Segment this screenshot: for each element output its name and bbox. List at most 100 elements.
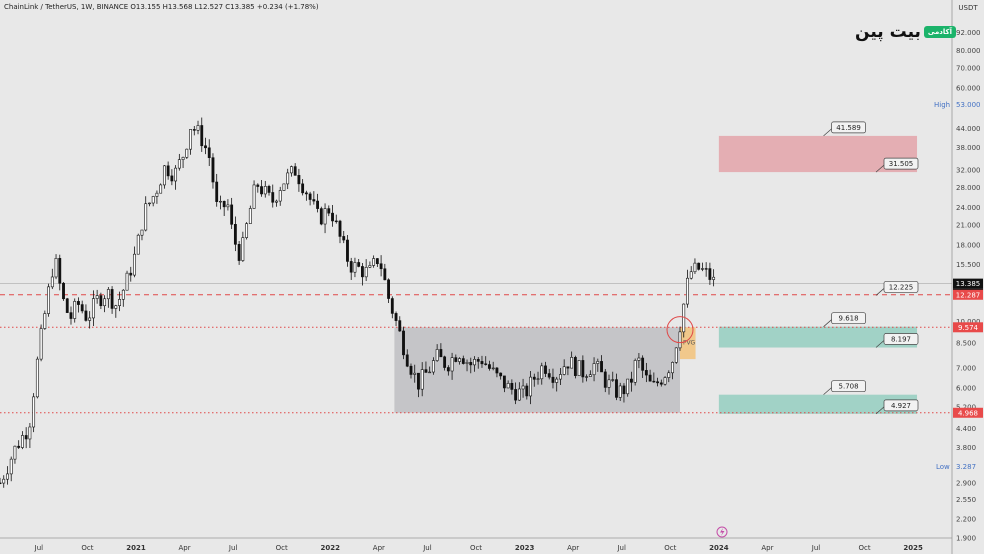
x-tick-label: Apr	[567, 544, 579, 552]
candle-body	[529, 376, 532, 397]
candle-body	[708, 268, 712, 280]
candle-body	[286, 172, 290, 185]
x-tick-label: 2023	[515, 544, 535, 552]
y-tick-label: 21.000	[956, 221, 981, 229]
candle-body	[58, 258, 62, 284]
callout-box	[831, 121, 866, 134]
level-tag-9.574: 9.574	[958, 324, 979, 332]
candle-body	[263, 186, 267, 195]
candle-body	[465, 362, 469, 364]
candle-body	[162, 165, 166, 186]
candle-body	[353, 262, 357, 273]
y-tick-label: 32.000	[956, 167, 981, 175]
candle-body	[110, 289, 114, 309]
candle-body	[458, 358, 461, 362]
candle-body	[562, 366, 566, 375]
candle-body	[39, 328, 43, 360]
candle-body	[65, 298, 69, 313]
candle-body	[372, 258, 376, 266]
candle-body	[196, 125, 200, 131]
y-tick-label: 2.900	[956, 479, 976, 487]
candle-body	[689, 271, 693, 279]
x-tick-label: 2022	[321, 544, 341, 552]
candle-body	[644, 370, 648, 376]
candle-body	[211, 157, 215, 183]
lightning-bolt	[720, 528, 725, 536]
candle-body	[405, 354, 409, 367]
candle-body	[360, 266, 364, 278]
candle-body	[301, 183, 305, 194]
candle-body	[136, 234, 140, 255]
candle-body	[402, 330, 405, 356]
callout-box	[883, 281, 919, 293]
candle-body	[77, 301, 80, 305]
x-tick-label: Oct	[470, 544, 482, 552]
x-tick-label: 2024	[709, 544, 729, 552]
y-tick-label: 1.900	[956, 535, 976, 543]
callout-pointer	[875, 340, 885, 348]
candle-body	[233, 224, 237, 245]
candle-body	[525, 385, 529, 397]
candle-body	[13, 445, 17, 460]
candle-body	[245, 223, 249, 238]
candle-body	[712, 276, 716, 280]
candle-body	[271, 192, 275, 203]
candle-body	[349, 261, 353, 273]
candle-body	[312, 199, 316, 202]
candle-body	[118, 299, 121, 306]
callout-label: 4.927	[891, 402, 911, 410]
x-tick-label: 2025	[903, 544, 923, 552]
y-tick-label: 5.200	[956, 403, 976, 411]
fvg-label: FVG	[683, 339, 696, 346]
candle-body	[192, 129, 196, 131]
candle-body	[413, 372, 417, 375]
candle-body	[54, 258, 58, 278]
candle-body	[43, 313, 47, 329]
x-tick-label: Jul	[228, 544, 238, 552]
candle-body	[304, 192, 308, 195]
lightning-icon	[716, 526, 728, 538]
brand-logo: بیت پین آکادمی	[855, 22, 956, 42]
candle-body	[207, 147, 211, 158]
x-tick-label: 2021	[126, 544, 146, 552]
callout-box	[883, 157, 919, 170]
candle-body	[357, 262, 361, 267]
price-axis	[952, 0, 984, 554]
y-tick-label: 60.000	[956, 85, 981, 93]
candle-body	[551, 376, 555, 383]
x-tick-label: Jul	[811, 544, 821, 552]
callout-box	[831, 380, 866, 393]
candle-body	[611, 379, 615, 381]
x-tick-label: Apr	[761, 544, 773, 552]
candle-body	[506, 383, 510, 389]
candle-body	[323, 208, 327, 225]
candle-body	[80, 304, 84, 312]
candle-body	[327, 208, 331, 214]
candle-body	[346, 239, 349, 262]
candle-body	[394, 313, 398, 321]
candle-body	[140, 229, 144, 236]
candle-body	[577, 360, 581, 376]
candle-body	[555, 378, 559, 383]
y-tick-label: 18.000	[956, 242, 981, 250]
candle-body	[226, 204, 230, 208]
candle-body	[375, 258, 379, 265]
candle-body	[581, 360, 585, 378]
candle-body	[103, 298, 107, 307]
candle-body	[73, 301, 77, 319]
callout-pointer	[875, 288, 885, 296]
candle-body	[278, 190, 282, 202]
candle-body	[476, 359, 480, 362]
candle-body	[521, 385, 525, 390]
low-label: Low	[936, 463, 950, 471]
lightning-circle	[716, 526, 728, 538]
callout-label: 5.708	[839, 383, 859, 391]
candle-body	[24, 435, 28, 440]
candle-body	[566, 366, 570, 369]
y-tick-label: 3.800	[956, 444, 976, 452]
callout-pointer	[875, 164, 885, 173]
candle-body	[20, 435, 24, 448]
x-tick-label: Oct	[859, 544, 871, 552]
